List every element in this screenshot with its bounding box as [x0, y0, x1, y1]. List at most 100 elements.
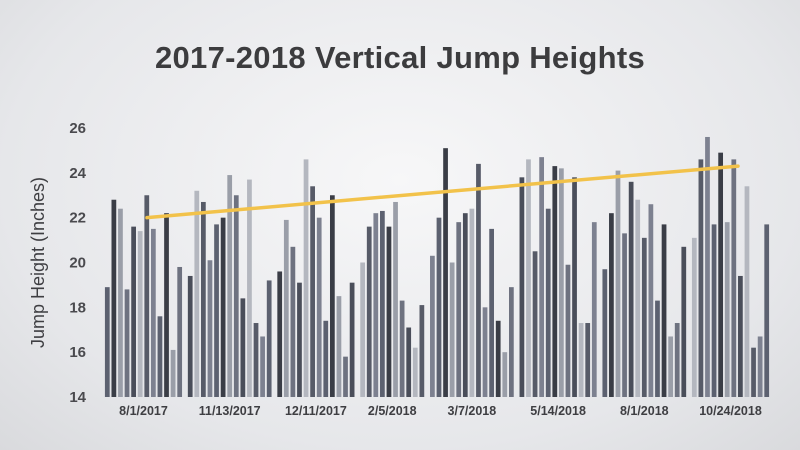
bar — [260, 336, 265, 397]
bar — [744, 186, 750, 397]
bar — [194, 190, 200, 397]
bar — [386, 226, 392, 397]
bar — [443, 148, 448, 397]
bar — [366, 226, 372, 397]
bar — [297, 282, 302, 397]
bar — [290, 246, 296, 397]
bar — [591, 222, 597, 397]
bar — [731, 159, 737, 397]
bar — [343, 356, 348, 397]
bar — [412, 347, 418, 397]
y-tick-label: 16 — [69, 344, 86, 361]
x-tick-label: 11/13/2017 — [199, 404, 261, 418]
bar — [648, 204, 654, 397]
bar — [469, 208, 475, 397]
trend-line — [145, 164, 740, 220]
bar — [436, 217, 442, 397]
bar — [641, 237, 647, 397]
bar — [164, 213, 169, 397]
bar — [399, 300, 405, 397]
bar — [233, 195, 239, 397]
bar — [578, 323, 584, 397]
bar — [738, 275, 743, 397]
bar — [456, 222, 462, 397]
bar — [253, 323, 259, 397]
bar — [283, 219, 289, 397]
bar — [602, 269, 608, 397]
bar — [266, 280, 272, 397]
bar — [393, 201, 398, 397]
x-tick-label: 10/24/2018 — [699, 404, 762, 418]
bar — [622, 233, 627, 397]
bar — [751, 347, 756, 397]
bar — [316, 217, 322, 397]
bar — [705, 136, 710, 397]
bar — [360, 262, 366, 397]
bar — [532, 251, 538, 397]
bar — [207, 260, 213, 397]
bar — [462, 213, 468, 397]
bar — [118, 208, 123, 397]
bar — [545, 208, 551, 397]
bar — [509, 287, 514, 397]
bar — [336, 296, 342, 398]
bar — [764, 224, 770, 397]
bar — [187, 275, 193, 397]
y-axis-label: Jump Height (Inches) — [28, 177, 48, 348]
y-tick-label: 18 — [69, 299, 86, 316]
y-tick-label: 20 — [69, 255, 86, 272]
bar — [585, 323, 591, 397]
bar — [170, 349, 176, 397]
y-tick-label: 24 — [69, 165, 86, 182]
bar — [240, 298, 246, 397]
bar — [628, 181, 634, 397]
bar — [681, 246, 687, 397]
bar — [323, 320, 329, 397]
bar — [552, 166, 558, 397]
bar — [572, 177, 577, 397]
bar — [495, 320, 501, 397]
bar — [661, 224, 667, 397]
bar — [310, 186, 315, 397]
bar — [277, 271, 283, 397]
bar — [711, 224, 717, 397]
bar — [698, 159, 704, 397]
bar — [609, 213, 614, 397]
bar — [214, 224, 219, 397]
bar — [406, 327, 412, 397]
bar — [655, 300, 660, 397]
x-tick-label: 8/1/2017 — [119, 404, 168, 418]
bar — [724, 222, 730, 397]
bar — [111, 199, 117, 397]
bar — [449, 262, 455, 397]
bar — [565, 264, 571, 397]
bar — [150, 228, 156, 398]
bar — [419, 305, 425, 397]
bar — [373, 213, 379, 397]
x-tick-label: 2/5/2018 — [368, 404, 417, 418]
bar — [430, 255, 435, 397]
x-tick-label: 3/7/2018 — [448, 404, 497, 418]
bar — [104, 287, 110, 397]
bar — [247, 179, 252, 397]
x-tick-label: 12/11/2017 — [285, 404, 347, 418]
bar — [502, 352, 508, 397]
y-tick-label: 22 — [69, 210, 86, 227]
bar — [668, 336, 673, 397]
bar — [201, 201, 206, 397]
bar — [227, 175, 233, 397]
bar — [303, 159, 309, 397]
bar — [691, 237, 697, 397]
bar — [559, 168, 564, 397]
bar — [635, 199, 641, 397]
bar — [380, 210, 385, 397]
x-tick-label: 8/1/2018 — [620, 404, 669, 418]
bar — [220, 217, 226, 397]
bar — [329, 195, 335, 397]
bar — [674, 323, 680, 397]
bar — [476, 163, 481, 397]
bar — [131, 226, 136, 397]
bar — [124, 289, 130, 397]
